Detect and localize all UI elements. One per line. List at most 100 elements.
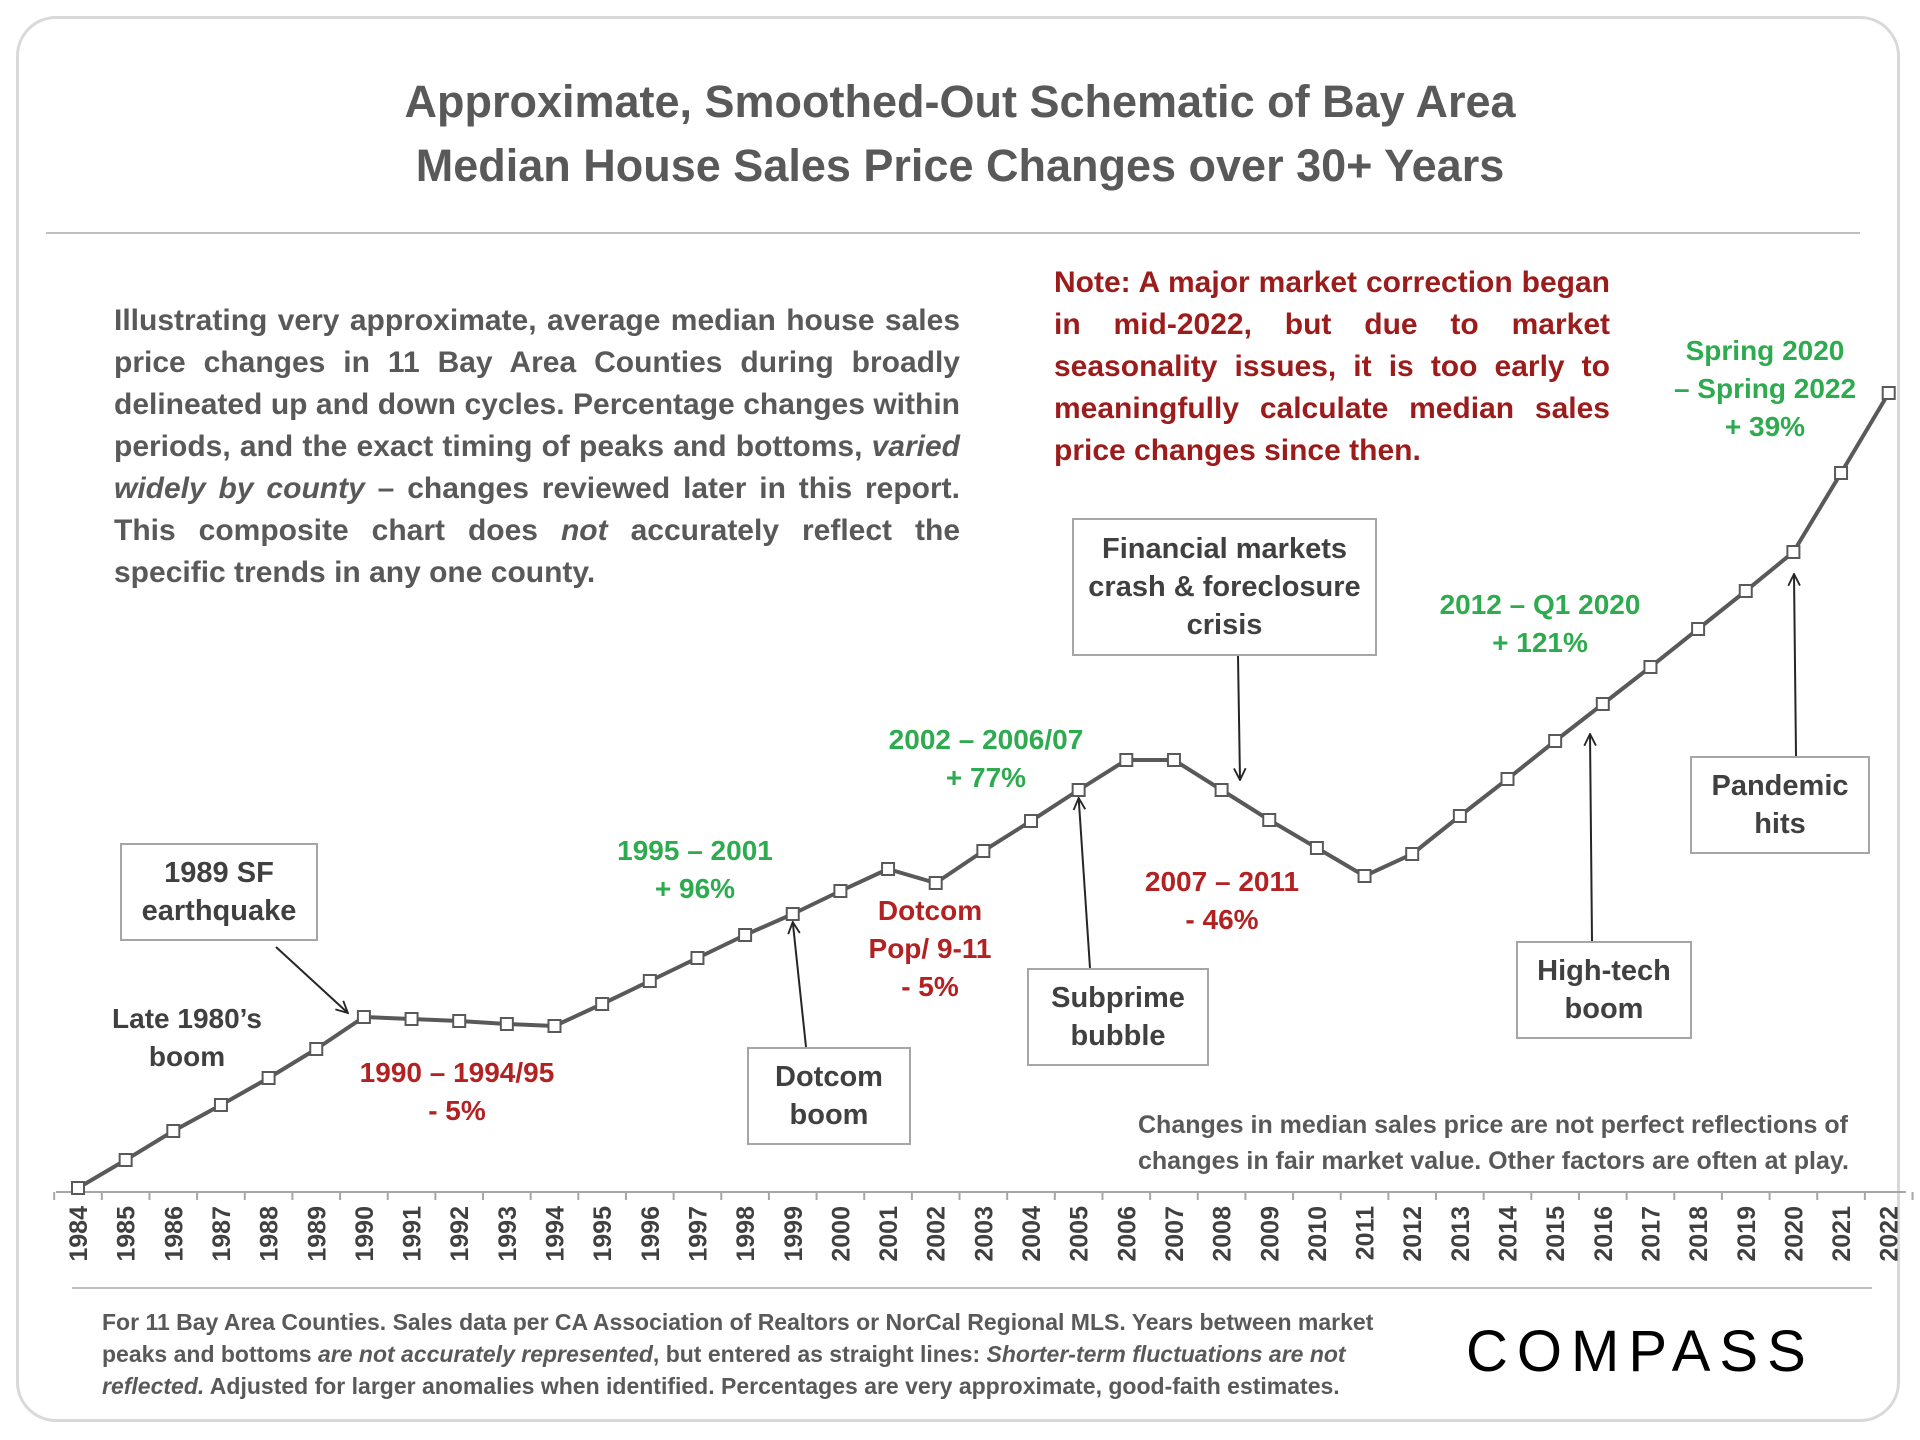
data-point-2009 bbox=[1262, 813, 1277, 827]
data-point-1991 bbox=[404, 1012, 419, 1026]
label-1995-2001: 1995 – 2001 + 96% bbox=[600, 832, 790, 908]
callout-line: boom bbox=[789, 1099, 869, 1131]
x-tick-label: 2022 bbox=[1876, 1206, 1904, 1262]
callout-line: crisis bbox=[1186, 609, 1263, 641]
x-tick-label: 2003 bbox=[970, 1206, 998, 1262]
data-point-2013 bbox=[1452, 809, 1467, 823]
x-tick-label: 1992 bbox=[446, 1206, 474, 1262]
data-point-2016 bbox=[1595, 697, 1610, 711]
data-point-1989 bbox=[309, 1042, 324, 1056]
x-tick-label: 2013 bbox=[1447, 1206, 1475, 1262]
data-point-2006 bbox=[1119, 753, 1134, 767]
period-label-line: - 46% bbox=[1185, 904, 1259, 935]
data-point-2011 bbox=[1357, 869, 1372, 883]
data-point-1996 bbox=[642, 974, 657, 988]
x-tick-label: 2000 bbox=[827, 1206, 855, 1262]
x-tick-label: 2016 bbox=[1590, 1206, 1618, 1262]
title-line-1: Approximate, Smoothed-Out Schematic of B… bbox=[404, 76, 1516, 127]
period-label-line: + 39% bbox=[1724, 411, 1806, 442]
x-tick-label: 2014 bbox=[1495, 1206, 1523, 1262]
callout-line: Pandemic bbox=[1711, 770, 1849, 802]
data-point-1993 bbox=[499, 1017, 514, 1031]
period-label-line: boom bbox=[148, 1041, 226, 1072]
x-tick-label: 2005 bbox=[1066, 1206, 1094, 1262]
x-tick-label: 2010 bbox=[1304, 1206, 1332, 1262]
data-point-2001 bbox=[881, 862, 896, 876]
callout-line: 1989 SF bbox=[164, 857, 274, 889]
footer-text-3: Adjusted for larger anomalies when ident… bbox=[204, 1373, 1340, 1399]
arrow-sf-earthquake bbox=[275, 946, 348, 1013]
footer-emphasis-1: are not accurately represented bbox=[317, 1341, 653, 1367]
arrow-subprime-bubble bbox=[1079, 798, 1091, 969]
data-point-2018 bbox=[1691, 622, 1706, 636]
period-label-line: 1990 – 1994/95 bbox=[359, 1057, 555, 1088]
x-tick-label: 1985 bbox=[113, 1206, 141, 1262]
intro-emphasis-2: not bbox=[560, 514, 608, 547]
intro-emphasis-1: varied widely by county bbox=[114, 430, 960, 505]
period-label-line: Spring 2020 bbox=[1685, 335, 1845, 366]
data-point-2003 bbox=[976, 844, 991, 858]
intro-paragraph: Illustrating very approximate, average m… bbox=[114, 300, 960, 594]
period-label-line: Late 1980’s bbox=[112, 1003, 262, 1034]
chart-frame bbox=[16, 16, 1900, 1422]
data-point-2017 bbox=[1643, 660, 1658, 674]
data-point-2021 bbox=[1834, 466, 1849, 480]
callout-subprime-bubble: Subprime bubble bbox=[1027, 968, 1209, 1066]
x-tick-label: 2020 bbox=[1780, 1206, 1808, 1262]
data-point-2020 bbox=[1786, 545, 1801, 559]
period-label-line: - 5% bbox=[901, 971, 959, 1002]
footer-emphasis-2: Shorter-term fluctuations are not reflec… bbox=[102, 1341, 1346, 1399]
data-point-1985 bbox=[118, 1153, 133, 1167]
data-point-2004 bbox=[1024, 814, 1038, 828]
period-label-line: 1995 – 2001 bbox=[617, 835, 773, 866]
callout-line: hits bbox=[1754, 808, 1806, 840]
x-tick-label: 2001 bbox=[875, 1206, 903, 1262]
data-point-1987 bbox=[213, 1098, 228, 1112]
x-tick-label: 2009 bbox=[1256, 1206, 1284, 1262]
x-tick-label: 1997 bbox=[684, 1206, 712, 1262]
period-label-line: 2007 – 2011 bbox=[1144, 866, 1300, 897]
footer-text-2: , but entered as straight lines: bbox=[652, 1341, 987, 1367]
intro-text-1: Illustrating very approximate, average m… bbox=[114, 304, 960, 463]
period-label-line: Dotcom bbox=[877, 895, 983, 926]
data-point-1992 bbox=[452, 1014, 467, 1028]
callout-high-tech-boom: High-tech boom bbox=[1516, 941, 1692, 1039]
x-tick-label: 1989 bbox=[303, 1206, 331, 1262]
data-point-2019 bbox=[1738, 584, 1753, 598]
period-label-line: Pop/ 9-11 bbox=[868, 933, 992, 964]
label-2020-2022: Spring 2020 – Spring 2022 + 39% bbox=[1660, 332, 1870, 446]
period-label-line: + 121% bbox=[1492, 627, 1588, 658]
callout-sf-earthquake: 1989 SF earthquake bbox=[120, 843, 318, 941]
x-tick-label: 1998 bbox=[732, 1206, 760, 1262]
callout-line: Dotcom bbox=[775, 1061, 883, 1093]
data-point-2000 bbox=[833, 884, 848, 898]
data-point-1988 bbox=[261, 1071, 276, 1085]
x-tick-label: 2002 bbox=[923, 1206, 951, 1262]
data-point-2010 bbox=[1309, 841, 1324, 855]
x-tick-label: 1987 bbox=[208, 1206, 236, 1262]
intro-text-3: accurately reflect the specific trends i… bbox=[114, 514, 960, 589]
callout-line: crash & foreclosure bbox=[1088, 571, 1361, 603]
callout-line: boom bbox=[1564, 993, 1644, 1025]
data-point-2015 bbox=[1548, 734, 1563, 748]
data-point-2007 bbox=[1166, 753, 1181, 767]
data-point-2012 bbox=[1405, 847, 1420, 861]
period-label-line: 2012 – Q1 2020 bbox=[1439, 589, 1641, 620]
label-1990-1995: 1990 – 1994/95 - 5% bbox=[352, 1054, 562, 1130]
x-tick-label: 1995 bbox=[589, 1206, 617, 1262]
callout-pandemic-hits: Pandemic hits bbox=[1690, 756, 1870, 854]
data-point-1984 bbox=[71, 1181, 85, 1195]
label-dotcom-pop: Dotcom Pop/ 9-11 - 5% bbox=[850, 892, 1010, 1006]
arrow-high-tech-boom bbox=[1590, 734, 1592, 942]
x-tick-label: 1999 bbox=[780, 1206, 808, 1262]
x-tick-label: 2021 bbox=[1828, 1206, 1856, 1262]
data-point-2014 bbox=[1500, 772, 1515, 786]
arrow-financial-crash bbox=[1238, 655, 1240, 780]
footer-text-1: For 11 Bay Area Counties. Sales data per… bbox=[102, 1309, 1374, 1367]
x-tick-label: 1986 bbox=[160, 1206, 188, 1262]
data-point-1995 bbox=[595, 997, 610, 1011]
x-tick-label: 2007 bbox=[1161, 1206, 1189, 1262]
data-point-1998 bbox=[738, 928, 753, 942]
data-point-1994 bbox=[547, 1019, 562, 1033]
